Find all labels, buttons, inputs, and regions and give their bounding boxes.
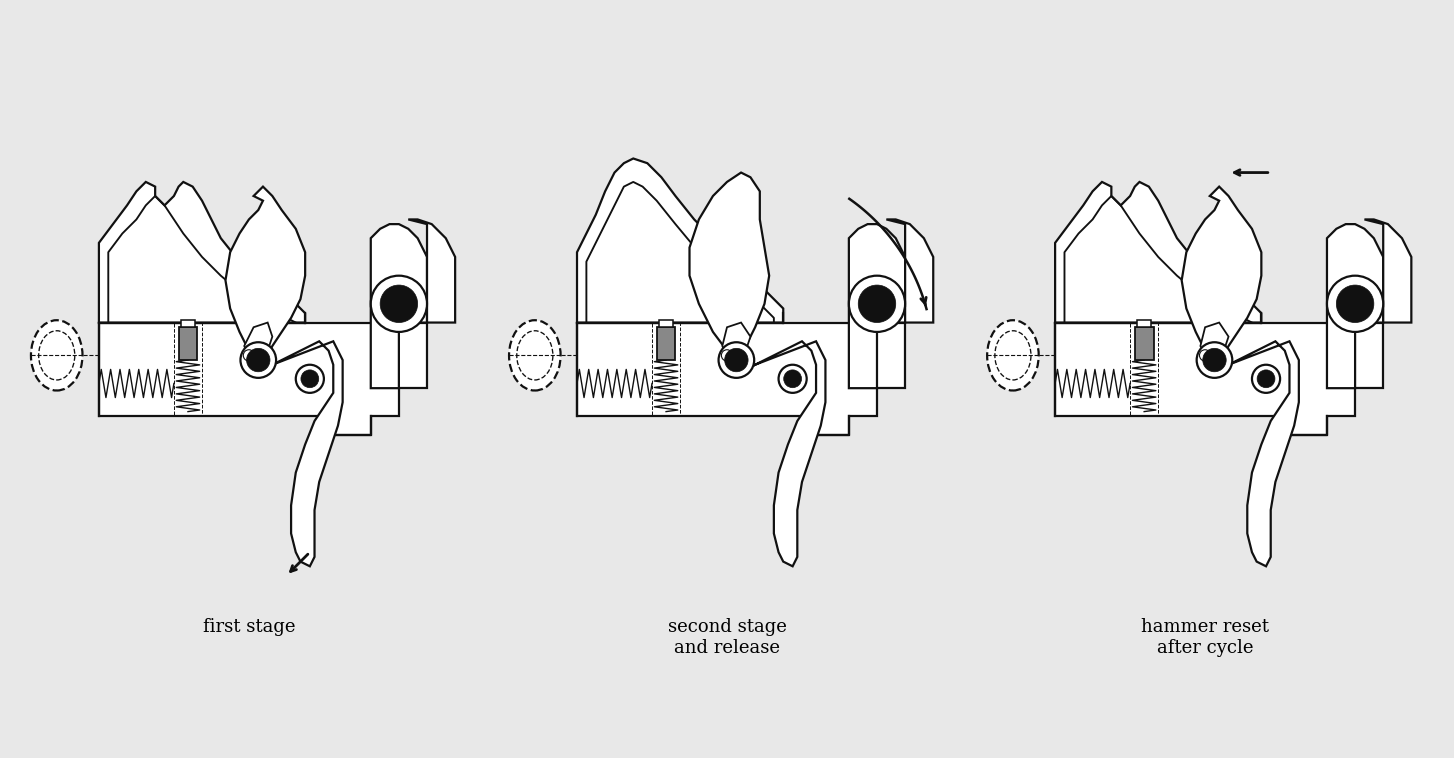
- Circle shape: [1252, 365, 1280, 393]
- Bar: [1134, 327, 1153, 360]
- Polygon shape: [1364, 219, 1412, 323]
- Polygon shape: [409, 219, 455, 323]
- Polygon shape: [689, 173, 769, 369]
- Ellipse shape: [31, 320, 83, 390]
- Polygon shape: [1201, 323, 1229, 360]
- Circle shape: [371, 276, 427, 332]
- Bar: [1137, 320, 1152, 327]
- Polygon shape: [746, 341, 826, 566]
- Polygon shape: [263, 341, 343, 566]
- Polygon shape: [371, 224, 427, 388]
- Ellipse shape: [509, 320, 561, 390]
- Circle shape: [243, 349, 254, 361]
- Polygon shape: [244, 323, 272, 360]
- Circle shape: [849, 276, 904, 332]
- Circle shape: [858, 285, 896, 323]
- Circle shape: [724, 349, 749, 371]
- Circle shape: [721, 349, 733, 361]
- Circle shape: [778, 365, 807, 393]
- Circle shape: [247, 349, 270, 371]
- Polygon shape: [99, 182, 305, 323]
- Polygon shape: [887, 219, 933, 323]
- Polygon shape: [723, 323, 750, 360]
- Polygon shape: [849, 224, 904, 388]
- Text: second stage
and release: second stage and release: [667, 618, 787, 656]
- Circle shape: [1202, 349, 1226, 371]
- Polygon shape: [1182, 186, 1262, 369]
- Polygon shape: [99, 323, 427, 435]
- Polygon shape: [225, 186, 305, 369]
- Polygon shape: [577, 158, 784, 323]
- Polygon shape: [1056, 323, 1383, 435]
- Circle shape: [1200, 349, 1211, 361]
- Circle shape: [1258, 370, 1275, 387]
- Bar: [180, 320, 195, 327]
- Text: hammer reset
after cycle: hammer reset after cycle: [1141, 618, 1269, 656]
- Circle shape: [301, 370, 318, 387]
- Bar: [179, 327, 198, 360]
- Polygon shape: [577, 323, 904, 435]
- Circle shape: [295, 365, 324, 393]
- Circle shape: [784, 370, 801, 387]
- Circle shape: [718, 343, 755, 377]
- Ellipse shape: [987, 320, 1038, 390]
- Text: first stage: first stage: [202, 618, 295, 636]
- Circle shape: [379, 285, 417, 323]
- Circle shape: [1328, 276, 1383, 332]
- Circle shape: [1336, 285, 1374, 323]
- Polygon shape: [1218, 341, 1298, 566]
- Bar: [657, 327, 676, 360]
- Polygon shape: [1328, 224, 1383, 388]
- Circle shape: [240, 343, 276, 377]
- Polygon shape: [1056, 182, 1262, 323]
- Bar: [659, 320, 673, 327]
- Circle shape: [1197, 343, 1233, 377]
